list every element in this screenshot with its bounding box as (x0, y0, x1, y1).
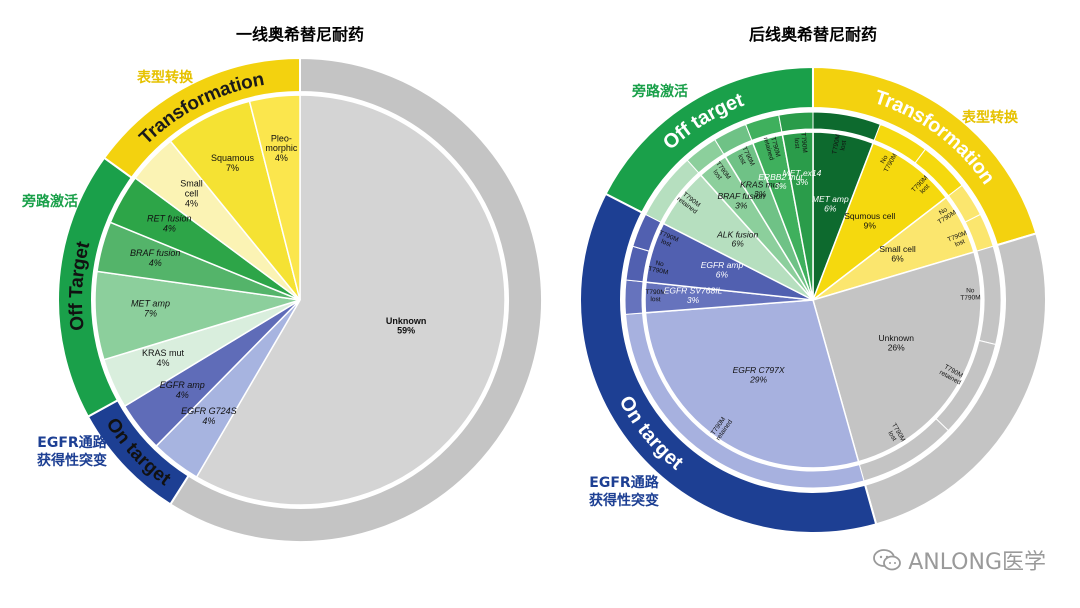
slice-label-alk-fusion: ALK fusion 6% (716, 229, 758, 248)
slice-label-kras-mut: KRAS mut 4% (142, 348, 185, 368)
mid-ring-t790m-lost (778, 111, 814, 133)
slice-label-small-cell: Small cell 6% (879, 244, 915, 263)
wechat-icon (873, 549, 902, 571)
slice-label-small-cell: Small cell 4% (180, 179, 203, 209)
watermark-text: ANLONG医学 (908, 550, 1046, 575)
slice-label-braf-fusion: BRAF fusion 4% (130, 248, 180, 268)
slice-label-met-ex14: MET ex14 3% (783, 168, 822, 187)
slice-label-kras-mut: KRAS mut 3% (740, 180, 780, 199)
slice-label-braf-fusion: BRAF fusion 3% (718, 191, 766, 210)
chart-title: 一线奥希替尼耐药 (236, 25, 364, 44)
mid-label-no-t790m: NoT790M (960, 287, 981, 302)
group-cn-on-target: EGFR通路获得性突变 (589, 474, 660, 509)
slice-label-egfr-g724s: EGFR G724S 4% (181, 406, 237, 426)
watermark: ANLONG医学 (872, 544, 1046, 576)
slice-egfr-c797x (644, 299, 860, 469)
slice-label-unknown: Unknown 59% (386, 316, 427, 336)
group-cn-transformation: 表型转换 (136, 69, 194, 86)
slice-label-egfr-sv768il: EGFR SV768IL 3% (664, 285, 723, 304)
slice-label-met-amp: MET amp 6% (812, 194, 849, 213)
slice-label-met-amp: MET amp 7% (131, 299, 170, 319)
slice-pleo-morphic (248, 94, 301, 301)
slice-label-unknown: Unknown 26% (879, 333, 915, 352)
slice-label-egfr-amp: EGFR amp 4% (160, 380, 205, 400)
mid-label-no-t790m: NoT790M (648, 259, 671, 277)
slice-label-ret-fusion: RET fusion 4% (147, 213, 192, 233)
group-cn-off-target: 旁路激活 (631, 83, 688, 100)
ring-unknown (168, 56, 543, 543)
group-cn-transformation: 表型转换 (961, 109, 1019, 126)
mid-ring-no-t790m (625, 245, 650, 283)
slice-unknown (812, 251, 982, 463)
mid-ring-t790m-lost (624, 279, 644, 315)
chart-title: 后线奥希替尼耐药 (749, 25, 877, 44)
mid-label-t790m-lost: T790Mlost (645, 289, 665, 303)
slice-unknown (195, 94, 506, 506)
ring-transformation (102, 56, 301, 180)
slice-label-squamous: Squamous 7% (211, 153, 255, 173)
group-cn-off-target: 旁路激活 (21, 193, 78, 210)
slice-label-egfr-c797x: EGFR C797X 29% (733, 365, 785, 384)
mid-label-t790m-lost: T790Mlost (792, 132, 808, 153)
group-cn-on-target: EGFR通路获得性突变 (37, 434, 108, 469)
ring-on-target (579, 192, 878, 534)
slice-label-egfr-amp: EGFR amp 6% (701, 260, 744, 279)
slice-met-ex14 (781, 131, 814, 301)
slice-label-pleo-morphic: Pleo-morphic 4% (265, 133, 298, 163)
slice-label-erbb2-mut: ERBB2 mut 3% (758, 172, 803, 191)
slice-squmous-cell (811, 142, 948, 303)
slice-label-squmous-cell: Squmous cell 9% (844, 211, 895, 230)
mid-label-t790m-lost: T790Mlost (831, 134, 849, 156)
